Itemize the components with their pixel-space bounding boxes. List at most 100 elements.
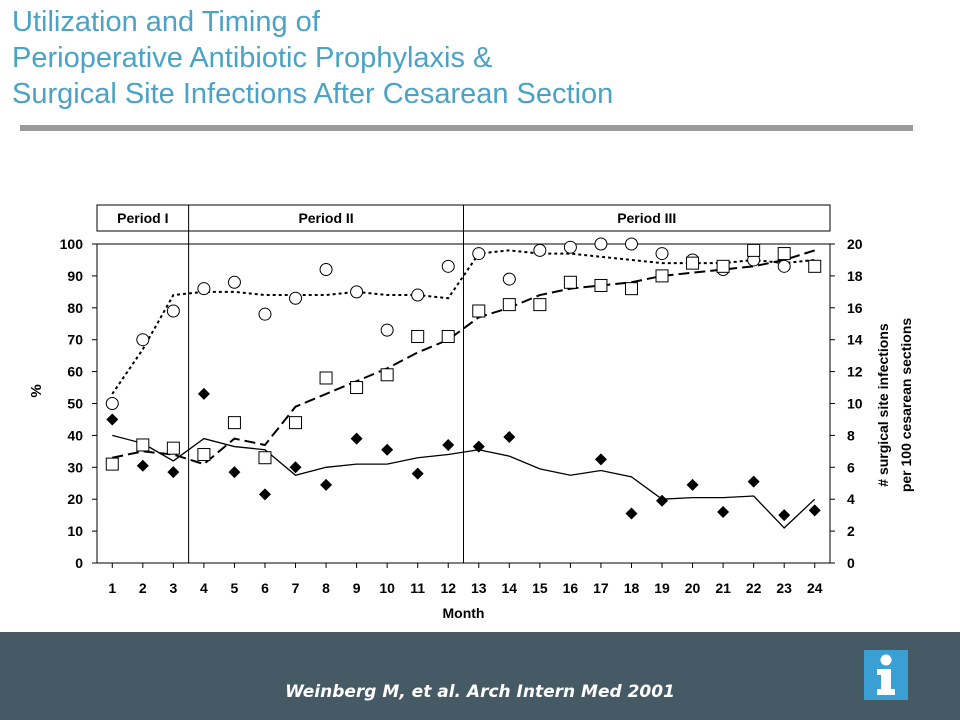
square-marker <box>350 381 364 395</box>
square-marker <box>319 371 333 385</box>
circle-marker <box>472 247 486 261</box>
y2-tick-label: 4 <box>847 491 855 507</box>
citation: Weinberg M, et al. Arch Intern Med 2001 <box>285 682 675 702</box>
diamond-marker <box>686 478 699 491</box>
x-tick-label: 18 <box>624 580 640 596</box>
x-tick-label: 13 <box>471 580 487 596</box>
square-marker <box>533 298 547 312</box>
circle-marker <box>655 247 669 261</box>
x-tick-label: 5 <box>231 580 239 596</box>
x-axis-title: Month <box>443 605 485 621</box>
x-tick-label: 19 <box>654 580 670 596</box>
square-marker <box>563 275 577 289</box>
title-line-2: Perioperative Antibiotic Prophylaxis & <box>12 42 493 74</box>
square-marker <box>289 416 303 430</box>
diamond-marker <box>167 466 180 479</box>
y2-tick-label: 14 <box>847 332 863 348</box>
y-axis-title: % <box>28 384 45 397</box>
y2-tick-label: 10 <box>847 396 863 412</box>
y-tick-label: 90 <box>67 268 83 284</box>
diamond-marker <box>808 504 821 517</box>
diamond-marker <box>411 467 424 480</box>
y-tick-label: 40 <box>67 427 83 443</box>
y2-tick-label: 6 <box>847 459 855 475</box>
series-3-trend-line <box>112 434 816 529</box>
diamond-marker <box>228 466 241 479</box>
diamond-marker <box>778 509 791 522</box>
circle-marker <box>624 237 638 251</box>
series-2-trend-line <box>112 249 816 466</box>
footer-bar: Weinberg M, et al. Arch Intern Med 2001 <box>0 632 960 720</box>
square-marker <box>441 330 455 344</box>
square-marker <box>227 416 241 430</box>
title-line-3: Surgical Site Infections After Cesarean … <box>12 78 614 110</box>
y-tick-label: 70 <box>67 332 83 348</box>
y2-tick-label: 20 <box>847 236 863 252</box>
x-tick-label: 22 <box>746 580 762 596</box>
y2-tick-label: 0 <box>847 555 855 571</box>
period-label: Period I <box>117 210 168 226</box>
circle-marker <box>166 304 180 318</box>
diamond-marker <box>594 453 607 466</box>
circle-marker <box>289 291 303 305</box>
title-line-1: Utilization and Timing of <box>12 6 320 38</box>
y-tick-label: 30 <box>67 459 83 475</box>
x-tick-label: 15 <box>532 580 548 596</box>
circle-marker <box>319 263 333 277</box>
diamond-marker <box>350 432 363 445</box>
square-marker <box>808 259 822 273</box>
x-tick-label: 4 <box>200 580 208 596</box>
square-marker <box>716 259 730 273</box>
square-marker <box>777 247 791 261</box>
circle-marker <box>258 307 272 321</box>
square-marker <box>502 298 516 312</box>
diamond-marker <box>381 443 394 456</box>
diamond-marker <box>442 438 455 451</box>
diamond-marker <box>197 387 210 400</box>
y2-axis-title-line: per 100 cesarean sections <box>898 318 914 493</box>
x-tick-label: 8 <box>322 580 330 596</box>
x-tick-label: 10 <box>379 580 395 596</box>
y-tick-label: 50 <box>67 396 83 412</box>
diamond-marker <box>717 505 730 518</box>
y-tick-label: 20 <box>67 491 83 507</box>
y2-axis-title-line: # surgical site infections <box>875 323 891 487</box>
circle-marker <box>594 237 608 251</box>
y2-tick-label: 16 <box>847 300 863 316</box>
x-tick-label: 1 <box>108 580 116 596</box>
x-tick-label: 23 <box>776 580 792 596</box>
diamond-marker <box>747 475 760 488</box>
diamond-marker <box>320 478 333 491</box>
square-marker <box>686 256 700 270</box>
square-marker <box>105 457 119 471</box>
x-tick-label: 7 <box>292 580 300 596</box>
diamond-marker <box>106 413 119 426</box>
y-tick-label: 100 <box>60 236 84 252</box>
square-marker <box>655 269 669 283</box>
circle-marker <box>197 282 211 296</box>
circle-marker <box>227 275 241 289</box>
square-marker <box>594 278 608 292</box>
square-marker <box>136 438 150 452</box>
circle-marker <box>350 285 364 299</box>
x-tick-label: 2 <box>139 580 147 596</box>
info-icon <box>864 650 908 700</box>
y2-tick-label: 18 <box>847 268 863 284</box>
period-label: Period II <box>298 210 353 226</box>
circle-marker <box>380 323 394 337</box>
circle-marker <box>441 259 455 273</box>
y-tick-label: 10 <box>67 523 83 539</box>
diamond-marker <box>289 461 302 474</box>
square-marker <box>747 243 761 257</box>
diamond-marker <box>136 459 149 472</box>
x-tick-label: 9 <box>353 580 361 596</box>
y-tick-label: 80 <box>67 300 83 316</box>
x-tick-label: 17 <box>593 580 609 596</box>
diamond-marker <box>625 507 638 520</box>
circle-marker <box>777 259 791 273</box>
y-tick-label: 60 <box>67 364 83 380</box>
y2-tick-label: 12 <box>847 364 863 380</box>
x-tick-label: 16 <box>563 580 579 596</box>
circle-marker <box>105 397 119 410</box>
x-tick-label: 6 <box>261 580 269 596</box>
